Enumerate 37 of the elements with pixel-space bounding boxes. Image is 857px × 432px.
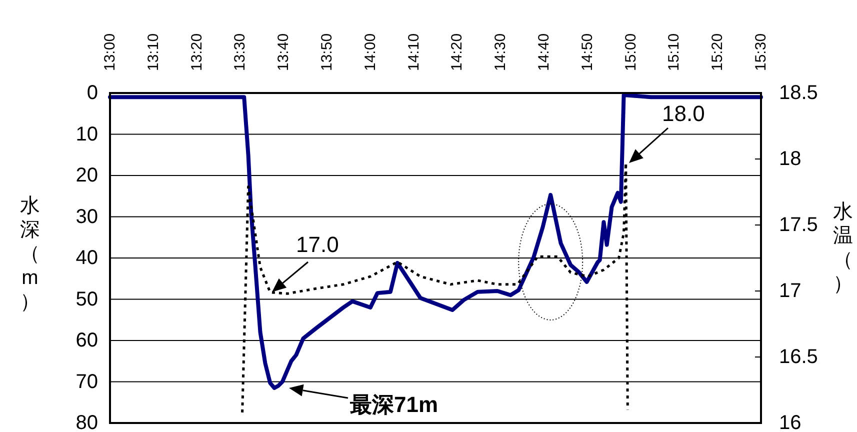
x-tick-label: 15:00 [622,33,640,71]
y2-tick-label: 18.5 [779,82,818,104]
annotation: 18.0 [662,101,705,126]
y-tick-label: 60 [76,330,98,352]
y-tick-label: 40 [76,247,98,269]
x-tick-label: 15:20 [709,33,726,71]
x-tick-label: 14:10 [405,33,422,71]
y-tick-label: 20 [76,164,98,186]
y2-tick-label: 16.5 [779,346,818,368]
line-series [108,93,763,390]
x-tick-label: 14:30 [492,33,510,71]
y-axis-title: 水深（m） [20,195,40,313]
annotation: 17.0 [296,232,339,257]
x-tick-label: 13:20 [188,33,206,71]
y-tick-label: 30 [76,206,98,228]
annotation: 最深71m [349,392,438,417]
y2-tick-label: 17.5 [779,214,818,236]
y2-axis-title: 水温（） [833,201,853,295]
x-tick-label: 15:10 [666,33,683,71]
y2-tick-label: 18 [779,148,802,170]
x-tick-label: 13:10 [144,33,162,71]
x-tick-label: 14:40 [536,33,553,71]
x-tick-label: 15:30 [752,33,770,71]
y-tick-label: 0 [86,82,98,104]
x-tick-label: 14:00 [362,33,379,71]
y-tick-label: 50 [76,288,98,310]
x-tick-label: 14:50 [578,33,596,71]
x-tick-label: 14:20 [448,33,466,71]
x-tick-label: 13:00 [102,33,118,71]
x-tick-label: 13:30 [232,33,249,71]
y-tick-label: 10 [76,123,98,146]
y2-tick-label: 16 [779,412,802,432]
y-tick-label: 70 [76,370,98,393]
x-tick-label: 13:50 [318,33,336,71]
y2-tick-label: 17 [779,280,802,302]
x-tick-label: 13:40 [275,33,292,71]
y-tick-label: 80 [76,412,98,432]
